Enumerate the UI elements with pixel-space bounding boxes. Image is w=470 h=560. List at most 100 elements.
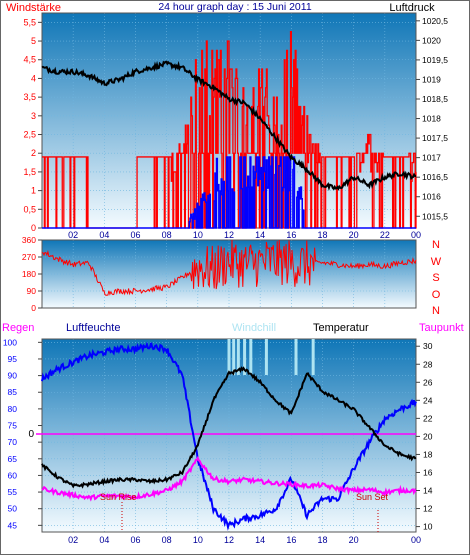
pressure-tick-label: 1019,5 bbox=[422, 55, 448, 65]
humidity-tick-label: 60 bbox=[8, 470, 18, 480]
windchill-spike bbox=[264, 339, 268, 375]
temp-humidity-time-axis: 02 04 06 08 10 12 14 16 18 20 00 bbox=[68, 535, 421, 545]
humidity-tick-label: 95 bbox=[8, 354, 18, 364]
pressure-axis: 1015,5 1016 1016,5 1017 1017,5 1018 1018,5 1019… bbox=[416, 16, 448, 221]
temperature-tick-label: 30 bbox=[423, 341, 433, 351]
compass-label: S bbox=[432, 272, 439, 284]
sun-set-label: Sun Set bbox=[356, 492, 389, 502]
temperature-axis: 10 12 14 16 18 20 22 24 26 28 30 bbox=[416, 341, 433, 532]
pressure-tick-label: 1020 bbox=[422, 35, 441, 45]
wind-direction-degree-axis: 0 90 180 270 360 bbox=[22, 235, 42, 313]
pressure-axis-title: Luftdruck bbox=[389, 2, 435, 14]
wind-tick-label: 3,5 bbox=[23, 92, 36, 102]
windchill-spike bbox=[294, 339, 298, 375]
wind-series bbox=[42, 31, 417, 229]
compass-label: W bbox=[431, 256, 442, 268]
wind-average-line bbox=[42, 156, 416, 229]
compass-label: N bbox=[432, 239, 440, 251]
humidity-label: Luftfeuchte bbox=[66, 322, 120, 334]
pressure-tick-label: 1018,5 bbox=[422, 94, 448, 104]
dewpoint-line bbox=[41, 455, 417, 502]
humidity-tick-label: 70 bbox=[8, 437, 18, 447]
temp-time-tick-label: 20 bbox=[349, 535, 359, 545]
temperature-line bbox=[41, 366, 417, 489]
temp-time-tick-label: 02 bbox=[68, 535, 78, 545]
temp-time-tick-label: 04 bbox=[99, 535, 109, 545]
time-tick-label: 22 bbox=[380, 230, 390, 240]
windchill-spike bbox=[236, 339, 240, 375]
sun-rise-label: Sun Rise bbox=[100, 492, 137, 502]
temperature-tick-label: 24 bbox=[423, 395, 433, 405]
humidity-tick-label: 45 bbox=[8, 520, 18, 530]
wind-tick-label: 0,5 bbox=[23, 204, 36, 214]
windchill-spike bbox=[249, 339, 253, 375]
pressure-tick-label: 1020,5 bbox=[422, 16, 448, 26]
rain-axis-zero: 0 bbox=[28, 429, 34, 440]
wind-tick-label: 5,5 bbox=[23, 17, 36, 27]
wind-tick-label: 4 bbox=[31, 73, 36, 83]
temp-time-tick-label: 08 bbox=[162, 535, 172, 545]
windchill-spike bbox=[311, 339, 315, 375]
compass-label: N bbox=[432, 305, 440, 317]
pressure-tick-label: 1017 bbox=[422, 153, 441, 163]
temperature-tick-label: 10 bbox=[423, 522, 433, 532]
time-tick-label: 12 bbox=[224, 230, 234, 240]
time-tick-label: 18 bbox=[317, 230, 327, 240]
time-tick-label: 10 bbox=[193, 230, 203, 240]
time-tick-label: 04 bbox=[99, 230, 109, 240]
humidity-axis: 45 50 55 60 65 70 75 80 85 90 95 100 bbox=[3, 337, 42, 530]
temp-time-tick-label: 00 bbox=[411, 535, 421, 545]
wind-tick-label: 2 bbox=[31, 148, 36, 158]
rain-label: Regen bbox=[2, 322, 34, 334]
wind-tick-label: 0 bbox=[31, 223, 36, 233]
time-tick-label: 08 bbox=[162, 230, 172, 240]
wind-tick-label: 3 bbox=[31, 111, 36, 121]
temp-time-tick-label: 12 bbox=[224, 535, 234, 545]
temperature-tick-label: 26 bbox=[423, 377, 433, 387]
humidity-tick-label: 50 bbox=[8, 504, 18, 514]
windchill-spike bbox=[243, 339, 247, 375]
direction-tick-label: 270 bbox=[22, 252, 36, 262]
time-tick-label: 16 bbox=[286, 230, 296, 240]
temperature-label: Temperatur bbox=[313, 322, 369, 334]
humidity-tick-label: 80 bbox=[8, 404, 18, 414]
wind-direction-line bbox=[41, 239, 417, 296]
humidity-tick-label: 65 bbox=[8, 454, 18, 464]
temperature-tick-label: 28 bbox=[423, 359, 433, 369]
wind-axis-title: Windstärke bbox=[6, 2, 61, 14]
wind-speed-axis: 0 0,5 1 1,5 2 2,5 3 3,5 4 4,5 5 5,5 bbox=[23, 17, 42, 233]
pressure-tick-label: 1015,5 bbox=[422, 211, 448, 221]
wind-tick-label: 4,5 bbox=[23, 55, 36, 65]
humidity-tick-label: 55 bbox=[8, 487, 18, 497]
temp-time-tick-label: 14 bbox=[255, 535, 265, 545]
wind-tick-label: 2,5 bbox=[23, 130, 36, 140]
temperature-tick-label: 22 bbox=[423, 413, 433, 423]
temperature-tick-label: 16 bbox=[423, 467, 433, 477]
humidity-tick-label: 90 bbox=[8, 371, 18, 381]
wind-tick-label: 1,5 bbox=[23, 167, 36, 177]
wind-direction-grid bbox=[41, 239, 417, 309]
temperature-tick-label: 12 bbox=[423, 504, 433, 514]
direction-tick-label: 90 bbox=[27, 286, 37, 296]
direction-tick-label: 180 bbox=[22, 269, 36, 279]
wind-tick-label: 1 bbox=[31, 186, 36, 196]
wind-pressure-time-axis: 02 04 06 08 10 12 14 16 18 20 22 00 bbox=[68, 230, 421, 240]
windchill-spike bbox=[227, 339, 231, 375]
pressure-tick-label: 1019 bbox=[422, 74, 441, 84]
windchill-label: Windchill bbox=[232, 322, 276, 334]
humidity-tick-label: 100 bbox=[3, 337, 17, 347]
windchill-series bbox=[227, 339, 315, 375]
time-tick-label: 14 bbox=[255, 230, 265, 240]
time-tick-label: 06 bbox=[130, 230, 140, 240]
temp-time-tick-label: 16 bbox=[286, 535, 296, 545]
temperature-tick-label: 14 bbox=[423, 486, 433, 496]
temp-time-tick-label: 06 bbox=[130, 535, 140, 545]
pressure-line bbox=[41, 60, 416, 191]
pressure-tick-label: 1016,5 bbox=[422, 172, 448, 182]
temp-time-tick-label: 10 bbox=[193, 535, 203, 545]
dewpoint-label: Taupunkt bbox=[419, 322, 464, 334]
direction-tick-label: 360 bbox=[22, 235, 36, 245]
